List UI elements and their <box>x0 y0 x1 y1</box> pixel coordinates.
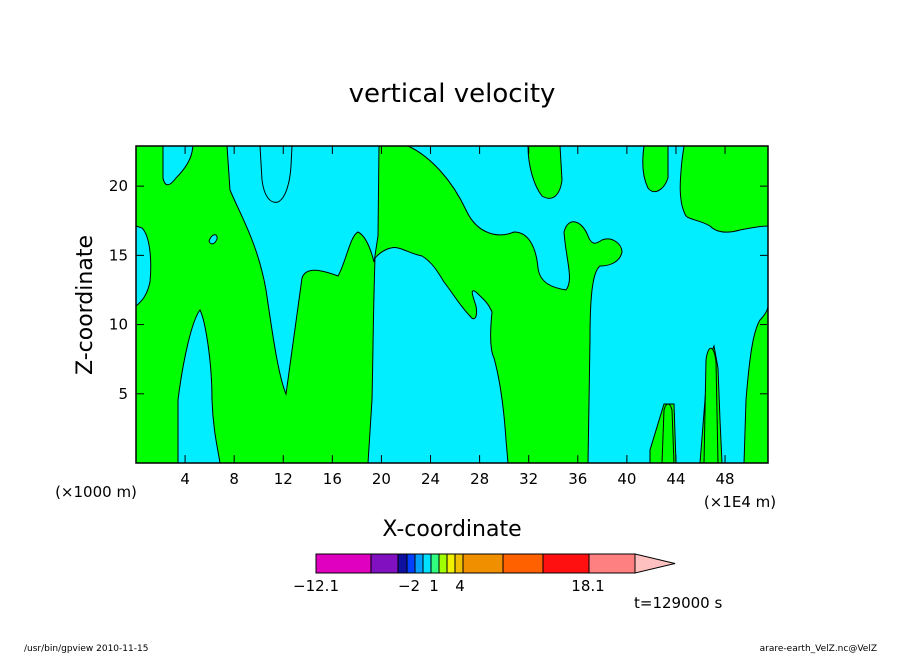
negative-region <box>162 146 194 186</box>
x-unit-right: (×1E4 m) <box>704 493 776 511</box>
x-tick-label: 28 <box>470 470 489 488</box>
x-tick-label: 24 <box>421 470 440 488</box>
x-tick-label: 12 <box>274 470 293 488</box>
colorbar-segment <box>430 553 440 574</box>
colorbar-segment <box>542 553 590 574</box>
colorbar-segment <box>414 553 424 574</box>
contour-field <box>136 146 768 463</box>
x-unit-left: (×1000 m) <box>55 483 137 501</box>
y-tick-label: 10 <box>109 316 128 334</box>
x-tick-label: 20 <box>372 470 391 488</box>
negative-region <box>226 146 380 396</box>
footer-right: arare-earth_VelZ.nc@VelZ <box>760 644 877 654</box>
chart-title: vertical velocity <box>349 79 556 109</box>
x-tick-label: 40 <box>617 470 636 488</box>
colorbar-tick-label: 4 <box>455 577 465 595</box>
positive-region <box>661 403 675 463</box>
x-axis-label: X-coordinate <box>382 517 521 542</box>
colorbar <box>315 553 676 574</box>
negative-region <box>208 234 218 245</box>
x-tick-label: 8 <box>229 470 239 488</box>
negative-region <box>177 309 221 463</box>
colorbar-segment <box>446 553 456 574</box>
x-tick-label: 48 <box>716 470 735 488</box>
y-tick-label: 20 <box>109 177 128 195</box>
colorbar-tick-label: −2 <box>398 577 420 595</box>
x-tick-label: 36 <box>568 470 587 488</box>
colorbar-extend-arrow <box>634 553 676 574</box>
negative-region <box>259 146 293 203</box>
colorbar-segment <box>502 553 544 574</box>
colorbar-segment <box>454 553 464 574</box>
colorbar-tick-label: 1 <box>429 577 439 595</box>
colorbar-min-label: −12.1 <box>293 577 339 595</box>
time-label: t=129000 s <box>634 594 722 612</box>
positive-region <box>703 347 719 463</box>
y-axis-label: Z-coordinate <box>73 235 98 375</box>
colorbar-max-label: 18.1 <box>571 577 604 595</box>
plot-frame <box>135 145 769 464</box>
colorbar-segment <box>438 553 448 574</box>
x-tick-label: 4 <box>180 470 190 488</box>
y-tick-label: 5 <box>118 385 128 403</box>
x-tick-label: 16 <box>323 470 342 488</box>
negative-region <box>367 247 509 463</box>
x-tick-label: 44 <box>666 470 685 488</box>
negative-region <box>407 146 768 463</box>
colorbar-segment <box>397 553 408 574</box>
colorbar-segment <box>406 553 416 574</box>
colorbar-segment <box>315 553 372 574</box>
colorbar-segment <box>588 553 636 574</box>
colorbar-segment <box>370 553 399 574</box>
y-tick-label: 15 <box>109 246 128 264</box>
footer-left: /usr/bin/gpview 2010-11-15 <box>24 644 148 654</box>
negative-region <box>136 225 152 307</box>
x-tick-label: 32 <box>519 470 538 488</box>
colorbar-segment <box>462 553 504 574</box>
colorbar-segment <box>422 553 432 574</box>
